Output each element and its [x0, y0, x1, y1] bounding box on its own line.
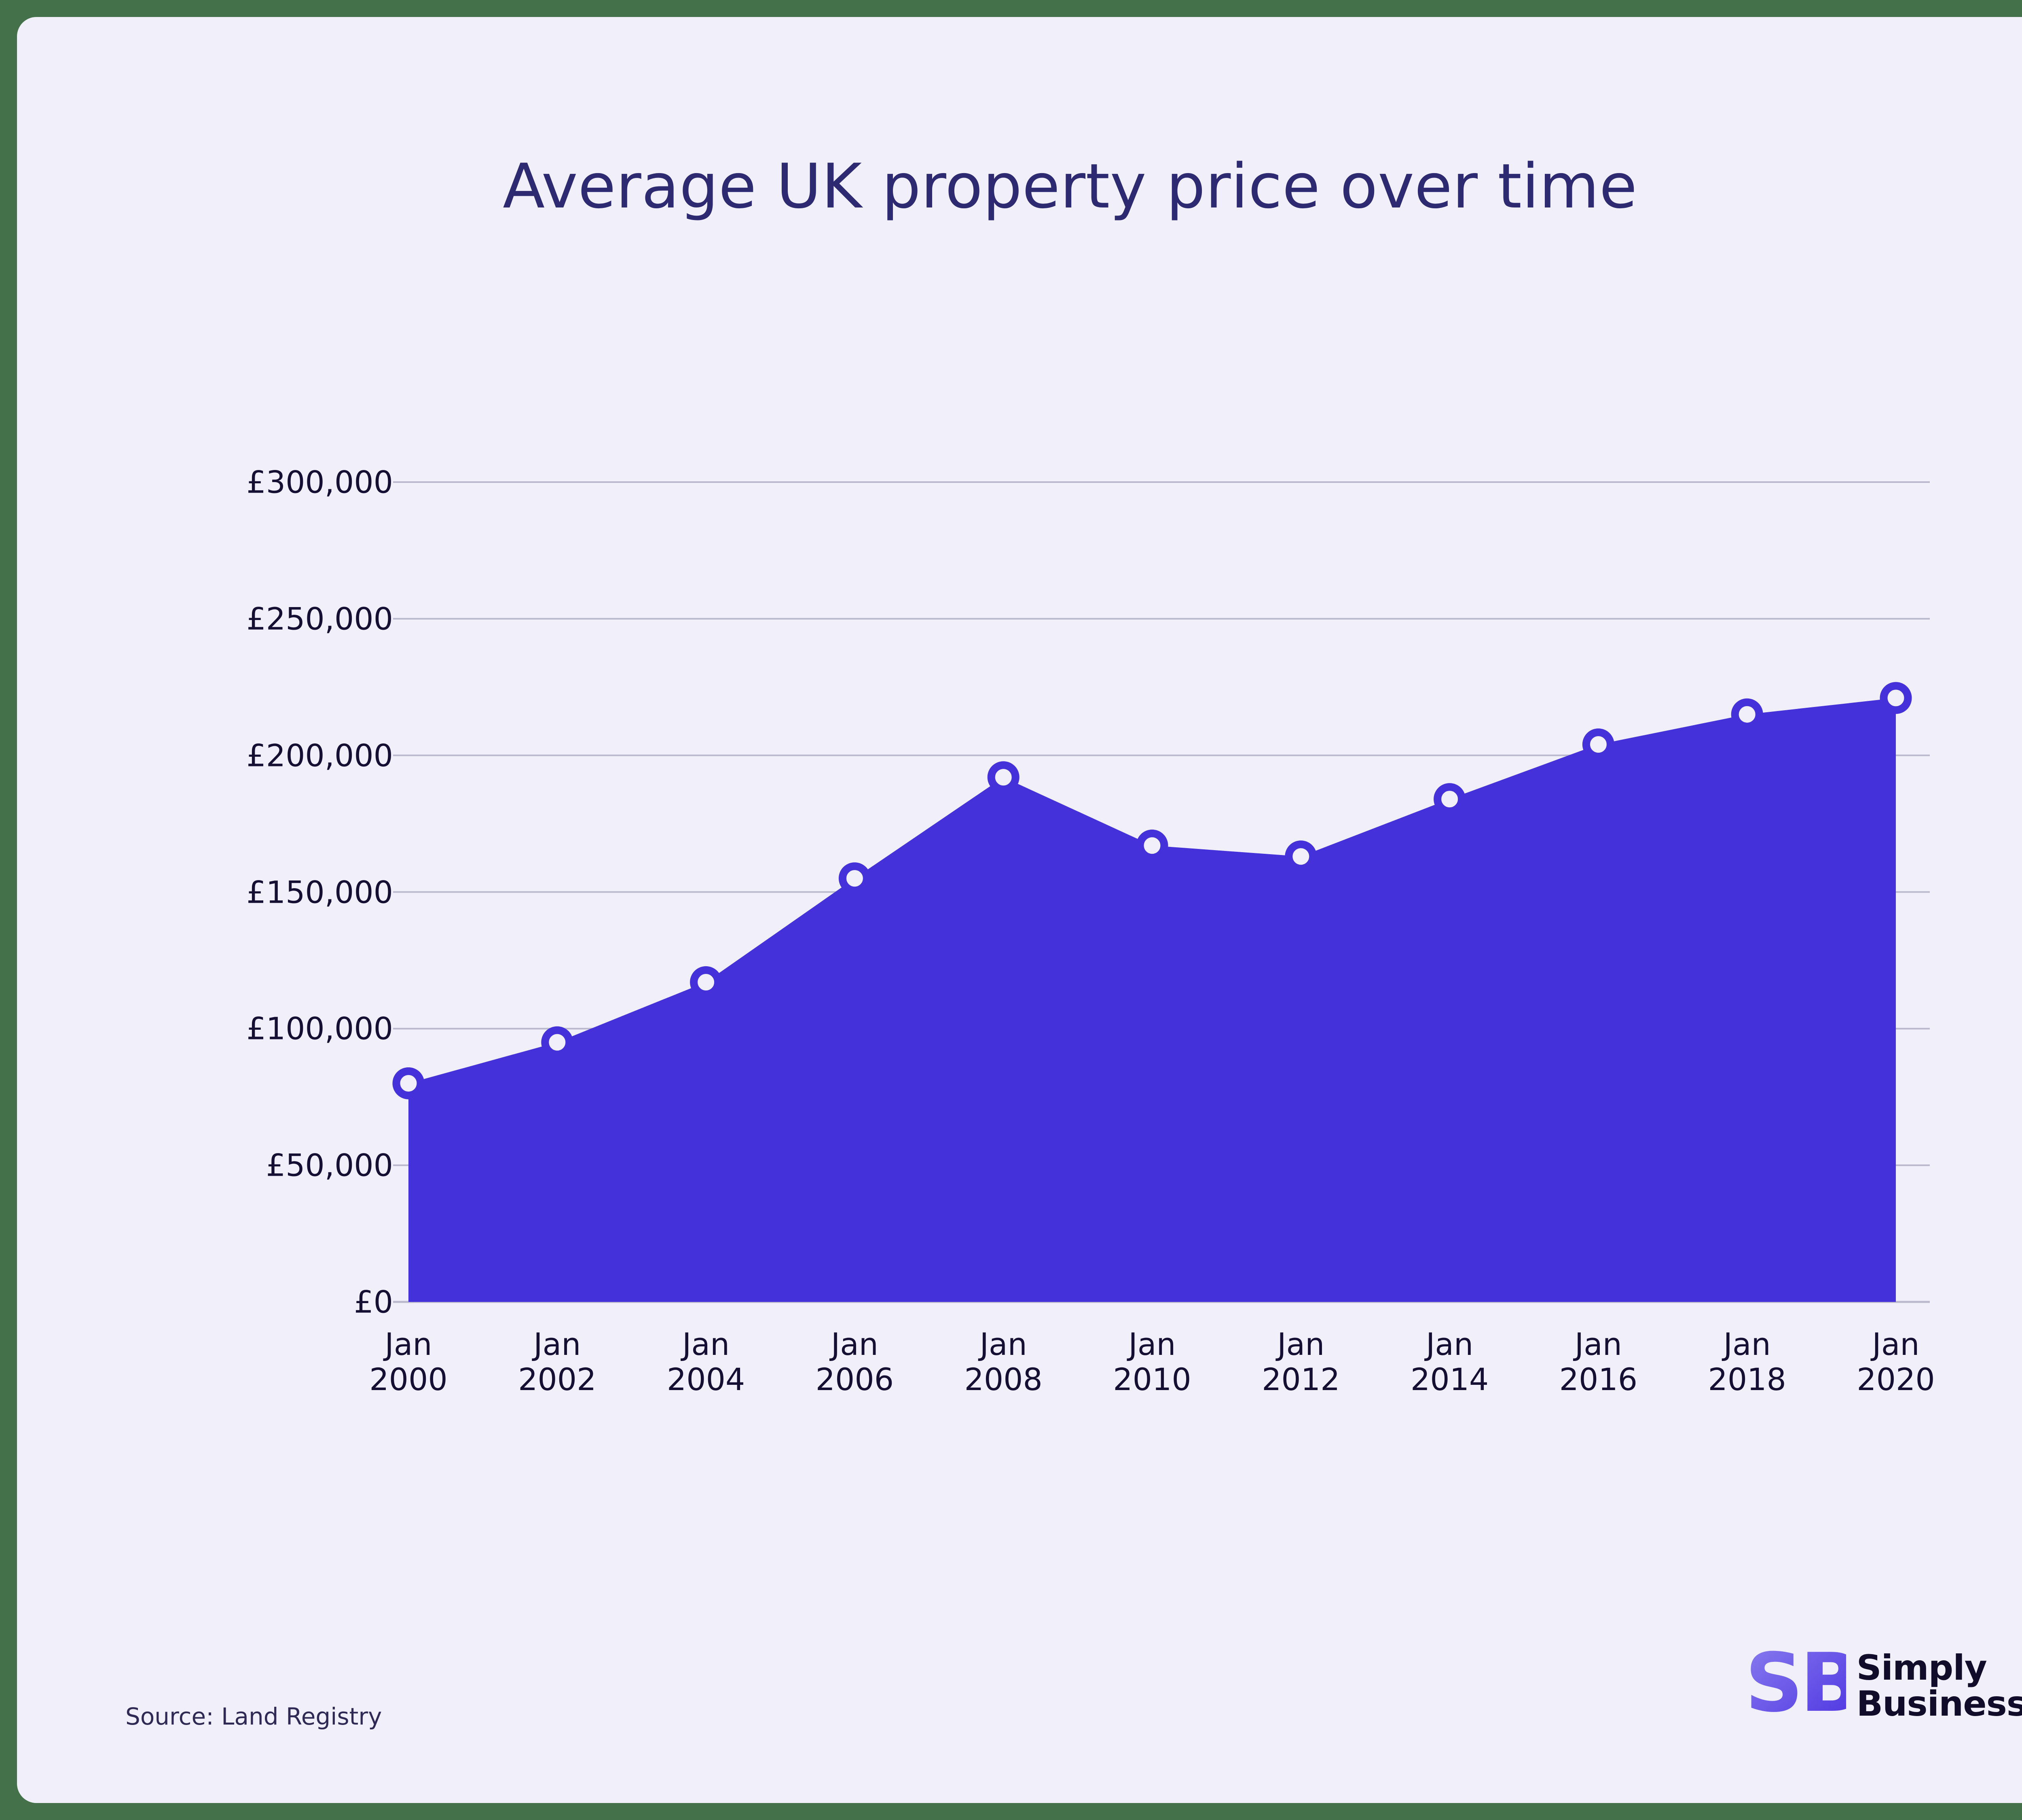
source-note: Source: Land Registry	[125, 1703, 382, 1730]
area-fill	[408, 698, 1896, 1302]
data-point-marker[interactable]	[1285, 840, 1317, 873]
data-point-marker[interactable]	[690, 966, 722, 998]
x-axis-tick-month: Jan	[385, 1326, 432, 1362]
x-axis-tick-month: Jan	[831, 1326, 878, 1362]
data-point-markers	[392, 682, 1912, 1099]
x-axis-tick-year: 2010	[1113, 1361, 1191, 1397]
data-point-marker[interactable]	[1582, 728, 1614, 761]
chart-plot-area: £0 £50,000 £100,000 £150,000 £200,000 £250,00…	[17, 17, 2022, 1803]
x-axis-tick-month: Jan	[1128, 1326, 1176, 1362]
x-axis-tick: Jan 2000	[328, 1327, 489, 1397]
y-axis-tick-label: £250,000	[246, 601, 393, 637]
x-axis-tick: Jan 2018	[1666, 1327, 1828, 1397]
x-axis-tick-month: Jan	[1723, 1326, 1771, 1362]
page-title: Average UK property price over time	[503, 150, 1637, 222]
x-axis-tick: Jan 2008	[922, 1327, 1084, 1397]
x-axis-tick: Jan 2006	[774, 1327, 935, 1397]
y-axis-tick-label: £100,000	[246, 1010, 393, 1047]
data-point-marker[interactable]	[1731, 698, 1763, 730]
y-axis-tick-label: £50,000	[266, 1147, 393, 1183]
area-series	[408, 698, 1896, 1302]
x-axis-tick-year: 2002	[518, 1361, 596, 1397]
data-point-marker[interactable]	[1434, 783, 1466, 815]
brand-wordmark: Simply Business	[1857, 1650, 2022, 1722]
x-axis-tick: Jan 2016	[1517, 1327, 1679, 1397]
y-axis-tick-label: £150,000	[246, 874, 393, 910]
x-axis-tick-month: Jan	[1574, 1326, 1622, 1362]
x-axis-tick-month: Jan	[1277, 1326, 1325, 1362]
x-axis-tick-month: Jan	[682, 1326, 730, 1362]
chart-card: Average UK property price over time £0 £5…	[17, 17, 2022, 1803]
x-axis-tick: Jan 2014	[1369, 1327, 1531, 1397]
x-axis-tick: Jan 2010	[1071, 1327, 1233, 1397]
x-axis-tick-year: 2014	[1410, 1361, 1489, 1397]
x-axis-tick-year: 2018	[1708, 1361, 1786, 1397]
sb-monogram-text: SB	[1745, 1648, 1846, 1725]
x-axis-tick: Jan 2002	[476, 1327, 638, 1397]
x-axis-tick-year: 2016	[1559, 1361, 1638, 1397]
x-axis-tick: Jan 2012	[1220, 1327, 1382, 1397]
sb-monogram-icon: SB	[1745, 1648, 1846, 1725]
x-axis-tick: Jan 2004	[625, 1327, 787, 1397]
data-point-marker[interactable]	[1136, 830, 1168, 862]
y-axis-tick-label: £300,000	[246, 464, 393, 500]
x-axis-tick-month: Jan	[1872, 1326, 1920, 1362]
data-point-marker[interactable]	[987, 761, 1019, 794]
x-axis-tick-year: 2004	[666, 1361, 745, 1397]
x-axis-tick-month: Jan	[1426, 1326, 1474, 1362]
area-chart-svg	[392, 481, 1930, 1303]
x-axis-tick-year: 2012	[1262, 1361, 1340, 1397]
x-axis-tick-year: 2000	[369, 1361, 448, 1397]
x-axis-tick-year: 2020	[1857, 1361, 1935, 1397]
brand-line-1: Simply	[1856, 1648, 1987, 1689]
y-axis-tick-label: £200,000	[246, 737, 393, 774]
x-axis-tick-month: Jan	[979, 1326, 1027, 1362]
data-point-marker[interactable]	[838, 862, 871, 895]
brand-line-2: Business	[1856, 1684, 2022, 1724]
x-axis-tick-year: 2008	[964, 1361, 1043, 1397]
x-axis-tick-year: 2006	[815, 1361, 894, 1397]
x-axis-tick: Jan 2020	[1815, 1327, 1977, 1397]
y-axis-tick-label: £0	[354, 1284, 393, 1320]
x-axis-tick-month: Jan	[533, 1326, 581, 1362]
brand-logo: SB Simply Business	[1745, 1648, 2022, 1725]
data-point-marker[interactable]	[392, 1067, 425, 1099]
data-point-marker[interactable]	[1880, 682, 1912, 714]
data-point-marker[interactable]	[541, 1026, 573, 1058]
